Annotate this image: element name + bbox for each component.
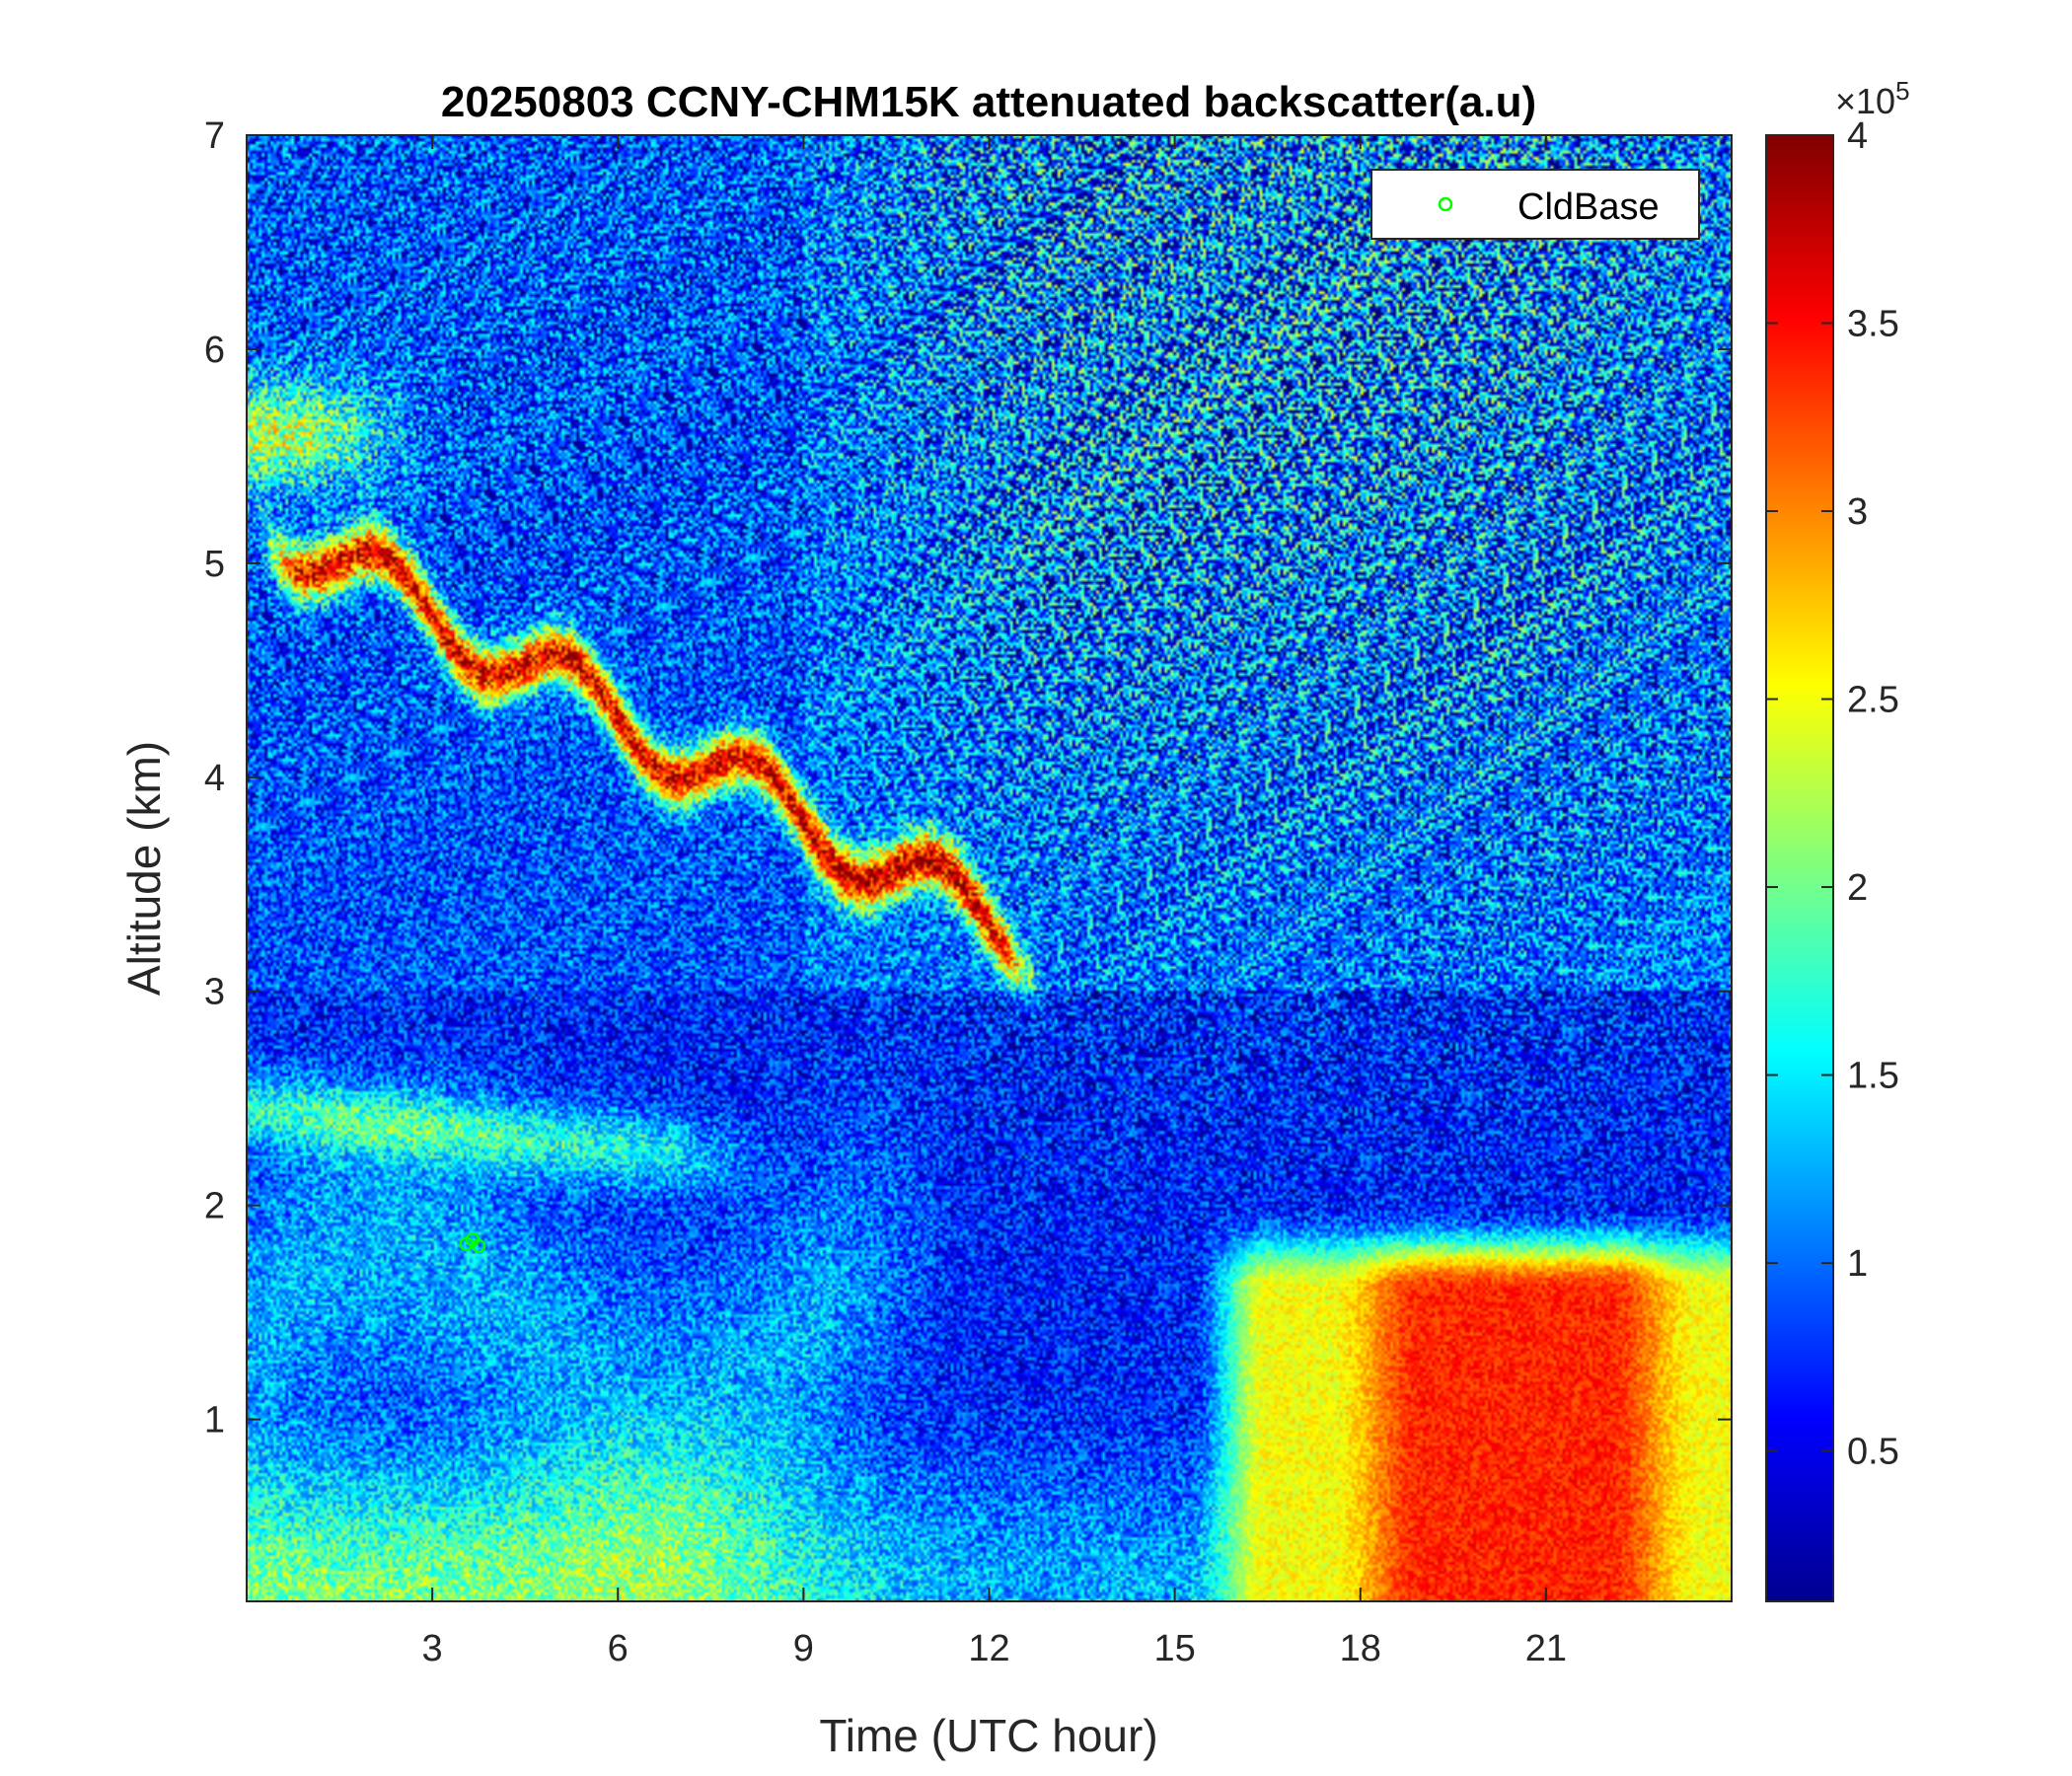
- backscatter-heatmap: [247, 135, 1732, 1601]
- cloud-base-point: [471, 1238, 486, 1254]
- x-axis-label: Time (UTC hour): [819, 1710, 1157, 1761]
- x-tick-label: 12: [968, 1628, 1009, 1669]
- legend: CldBase: [1370, 169, 1700, 240]
- y-axis-label: Altitude (km): [118, 741, 170, 996]
- x-tick-label: 9: [793, 1628, 814, 1669]
- chart-title: 20250803 CCNY-CHM15K attenuated backscat…: [441, 78, 1536, 126]
- colorbar-tick-label: 2: [1847, 867, 1868, 909]
- colorbar-tick-label: 3: [1847, 491, 1868, 533]
- colorbar-exponent: 5: [1895, 76, 1909, 106]
- colorbar-tick-label: 3.5: [1847, 304, 1899, 345]
- y-tick-label: 6: [204, 330, 225, 371]
- x-tick-label: 18: [1340, 1628, 1381, 1669]
- x-tick-label: 21: [1525, 1628, 1567, 1669]
- colorbar-tick-label: 1.5: [1847, 1056, 1899, 1097]
- colorbar-tick-label: 2.5: [1847, 680, 1899, 721]
- y-tick-label: 4: [204, 758, 225, 799]
- colorbar-multiplier: ×105: [1835, 76, 1910, 121]
- x-tick-label: 15: [1153, 1628, 1195, 1669]
- colorbar-multiplier-base: ×10: [1835, 81, 1895, 121]
- x-axis: 3 6 9 12 15 18 21: [422, 135, 1567, 1669]
- y-tick-label: 5: [204, 544, 225, 585]
- colorbar-gradient: [1766, 135, 1833, 1601]
- colorbar-ticks: 0.5 1 1.5 2 2.5 3 3.5 4: [1766, 115, 1899, 1473]
- colorbar-tick-label: 0.5: [1847, 1432, 1899, 1473]
- plot-area: [247, 135, 1732, 1601]
- colorbar-tick-label: 1: [1847, 1243, 1868, 1285]
- x-tick-label: 3: [422, 1628, 443, 1669]
- y-tick-label: 1: [204, 1400, 225, 1442]
- legend-label-cldbase: CldBase: [1517, 186, 1660, 228]
- y-tick-label: 3: [204, 972, 225, 1013]
- y-axis: 1 2 3 4 5 6 7: [204, 115, 1732, 1442]
- y-tick-label: 7: [204, 115, 225, 157]
- colorbar-frame: [1765, 134, 1834, 1602]
- colorbar-tick-label: 4: [1847, 115, 1868, 157]
- cloud-base-points: [459, 1232, 486, 1254]
- colorbar: 0.5 1 1.5 2 2.5 3 3.5 4 ×105: [1765, 76, 1910, 1602]
- legend-marker-cldbase: [1438, 196, 1453, 212]
- y-tick-label: 2: [204, 1186, 225, 1227]
- x-tick-label: 6: [608, 1628, 629, 1669]
- legend-box: [1370, 169, 1700, 240]
